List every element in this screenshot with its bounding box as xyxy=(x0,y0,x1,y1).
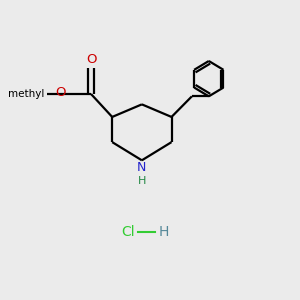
Text: H: H xyxy=(138,176,146,186)
Text: N: N xyxy=(137,161,146,174)
Text: Cl: Cl xyxy=(121,225,135,239)
Text: H: H xyxy=(159,225,169,239)
Text: O: O xyxy=(55,86,66,99)
Text: O: O xyxy=(86,53,96,66)
Text: methyl: methyl xyxy=(8,89,44,99)
